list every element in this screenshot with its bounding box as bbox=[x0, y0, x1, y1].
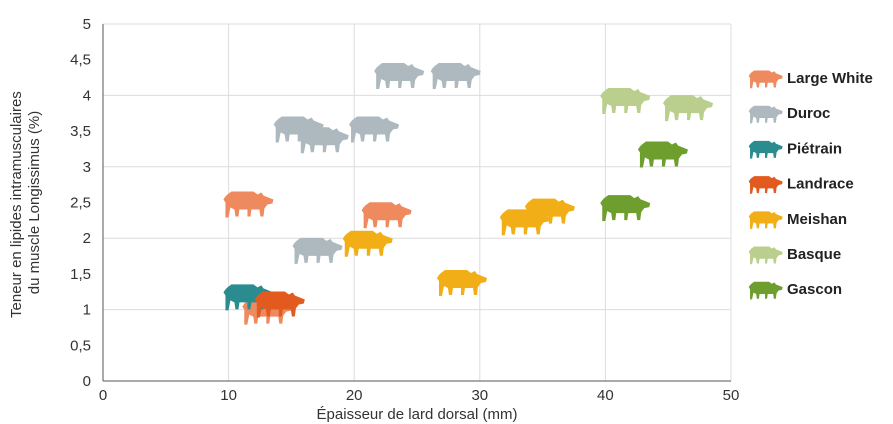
legend-label: Meishan bbox=[787, 211, 847, 228]
y-tick-label: 5 bbox=[83, 16, 91, 33]
data-point-duroc bbox=[298, 127, 349, 154]
legend-marker-pi-train bbox=[748, 140, 783, 159]
x-tick-label: 10 bbox=[220, 387, 237, 404]
legend-item-basque: Basque bbox=[748, 246, 841, 265]
data-point-duroc bbox=[374, 62, 425, 89]
data-point-gascon bbox=[600, 195, 651, 222]
y-tick-label: 4 bbox=[83, 87, 91, 104]
x-tick-label: 40 bbox=[597, 387, 614, 404]
legend-item-meishan: Meishan bbox=[748, 211, 847, 229]
y-axis-label: Teneur en lipides intramusculaires du mu… bbox=[8, 87, 43, 318]
y-tick-label: 3,5 bbox=[70, 123, 91, 140]
legend-marker-basque bbox=[748, 246, 783, 265]
axes bbox=[102, 24, 731, 382]
x-tick-label: 20 bbox=[346, 387, 363, 404]
y-tick-label: 2,5 bbox=[70, 195, 91, 212]
legend-label: Duroc bbox=[787, 105, 830, 122]
y-tick-label: 0,5 bbox=[70, 337, 91, 354]
legend-label: Gascon bbox=[787, 281, 842, 298]
legend-item-landrace: Landrace bbox=[748, 176, 854, 194]
y-tick-label: 0 bbox=[83, 373, 91, 390]
legend-marker-large-white bbox=[748, 70, 783, 89]
x-tick-label: 50 bbox=[723, 387, 740, 404]
legend-item-gascon: Gascon bbox=[748, 281, 842, 300]
legend-label: Basque bbox=[787, 246, 841, 263]
legend-marker-duroc bbox=[748, 105, 783, 124]
data-point-basque bbox=[600, 87, 651, 114]
data-point-gascon bbox=[637, 141, 688, 168]
y-axis-label-line-1: Teneur en lipides intramusculaires bbox=[8, 91, 25, 318]
x-tick-label: 30 bbox=[471, 387, 488, 404]
data-point-duroc bbox=[430, 62, 481, 89]
legend-item-duroc: Duroc bbox=[748, 105, 830, 124]
legend-item-pi-train: Piétrain bbox=[748, 140, 842, 159]
legend-marker-landrace bbox=[748, 176, 783, 194]
legend-label: Large White bbox=[787, 70, 873, 87]
y-axis-label-line-2: du muscle Longissimus (%) bbox=[26, 111, 43, 294]
data-point-large-white bbox=[223, 191, 274, 218]
legend-label: Piétrain bbox=[787, 140, 842, 157]
data-point-duroc bbox=[349, 116, 400, 143]
data-points bbox=[223, 62, 714, 325]
legend-marker-gascon bbox=[748, 281, 783, 300]
y-tick-label: 1 bbox=[83, 302, 91, 319]
y-tick-label: 4,5 bbox=[70, 52, 91, 69]
legend: Large White Duroc Piétrain Landrace Meishan B… bbox=[748, 70, 873, 300]
legend-marker-meishan bbox=[748, 211, 783, 229]
data-point-duroc bbox=[292, 237, 343, 264]
x-tick-label: 0 bbox=[99, 387, 107, 404]
data-point-meishan bbox=[342, 230, 393, 257]
x-axis-label: Épaisseur de lard dorsal (mm) bbox=[317, 406, 518, 423]
legend-label: Landrace bbox=[787, 176, 854, 193]
legend-item-large-white: Large White bbox=[748, 70, 873, 89]
data-point-large-white bbox=[361, 202, 412, 229]
y-tick-label: 1,5 bbox=[70, 266, 91, 283]
y-tick-labels: 0 0,5 1 1,5 2 2,5 3 3,5 4 4,5 5 bbox=[70, 16, 91, 390]
y-tick-label: 2 bbox=[83, 230, 91, 247]
y-tick-label: 3 bbox=[83, 159, 91, 176]
x-tick-labels: 0 10 20 30 40 50 bbox=[99, 387, 740, 404]
data-point-basque bbox=[663, 95, 714, 122]
